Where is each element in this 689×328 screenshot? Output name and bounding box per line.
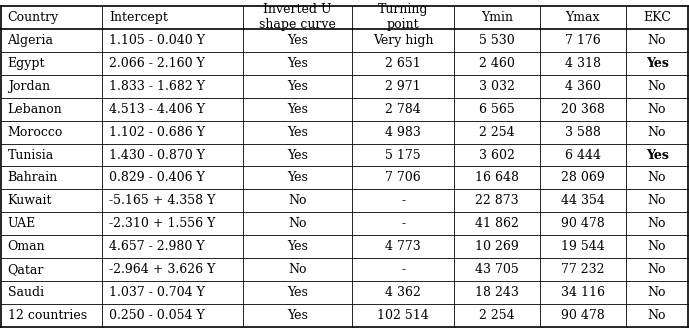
Text: Egypt: Egypt <box>8 57 45 70</box>
Text: No: No <box>648 240 666 254</box>
Text: -: - <box>401 263 405 277</box>
Text: 4 360: 4 360 <box>565 80 601 92</box>
Text: Yes: Yes <box>646 149 668 161</box>
Text: Yes: Yes <box>287 309 308 322</box>
Text: 22 873: 22 873 <box>475 195 519 207</box>
Text: -2.310 + 1.556 Y: -2.310 + 1.556 Y <box>109 217 216 231</box>
Text: UAE: UAE <box>8 217 36 231</box>
Text: 3 588: 3 588 <box>565 126 601 138</box>
Text: No: No <box>648 80 666 92</box>
Text: Inverted U
shape curve: Inverted U shape curve <box>259 3 336 31</box>
Text: 10 269: 10 269 <box>475 240 519 254</box>
Text: 2.066 - 2.160 Y: 2.066 - 2.160 Y <box>109 57 205 70</box>
Text: 90 478: 90 478 <box>561 309 605 322</box>
Text: 4.513 - 4.406 Y: 4.513 - 4.406 Y <box>109 103 205 115</box>
Text: -2.964 + 3.626 Y: -2.964 + 3.626 Y <box>109 263 216 277</box>
Text: 7 176: 7 176 <box>565 34 601 47</box>
Text: Yes: Yes <box>287 126 308 138</box>
Text: No: No <box>648 309 666 322</box>
Text: Intercept: Intercept <box>109 11 168 24</box>
Text: 3 602: 3 602 <box>479 149 515 161</box>
Text: 4 983: 4 983 <box>385 126 421 138</box>
Text: Kuwait: Kuwait <box>8 195 52 207</box>
Text: Algeria: Algeria <box>8 34 54 47</box>
Text: 2 460: 2 460 <box>479 57 515 70</box>
Text: No: No <box>648 195 666 207</box>
Text: 4.657 - 2.980 Y: 4.657 - 2.980 Y <box>109 240 205 254</box>
Text: 20 368: 20 368 <box>561 103 605 115</box>
Text: Qatar: Qatar <box>8 263 44 277</box>
Text: 5 175: 5 175 <box>385 149 421 161</box>
Text: 1.430 - 0.870 Y: 1.430 - 0.870 Y <box>109 149 205 161</box>
Text: No: No <box>289 263 307 277</box>
Text: No: No <box>648 34 666 47</box>
Text: 2 254: 2 254 <box>479 126 515 138</box>
Text: EKC: EKC <box>643 11 671 24</box>
Text: Yes: Yes <box>287 34 308 47</box>
Text: 16 648: 16 648 <box>475 172 519 184</box>
Text: Yes: Yes <box>287 103 308 115</box>
Text: Yes: Yes <box>287 57 308 70</box>
Text: 12 countries: 12 countries <box>8 309 87 322</box>
Text: 2 254: 2 254 <box>479 309 515 322</box>
Text: Turning
point: Turning point <box>378 3 429 31</box>
Text: 90 478: 90 478 <box>561 217 605 231</box>
Text: Morocco: Morocco <box>8 126 63 138</box>
Text: 4 773: 4 773 <box>385 240 421 254</box>
Text: Country: Country <box>8 11 59 24</box>
Text: 7 706: 7 706 <box>385 172 421 184</box>
Text: 1.037 - 0.704 Y: 1.037 - 0.704 Y <box>109 286 205 299</box>
Text: 6 444: 6 444 <box>565 149 601 161</box>
Text: 34 116: 34 116 <box>561 286 605 299</box>
Text: No: No <box>648 286 666 299</box>
Text: 77 232: 77 232 <box>561 263 604 277</box>
Text: 5 530: 5 530 <box>479 34 515 47</box>
Text: 2 784: 2 784 <box>385 103 421 115</box>
Text: 0.250 - 0.054 Y: 0.250 - 0.054 Y <box>109 309 205 322</box>
Text: No: No <box>648 217 666 231</box>
Text: Oman: Oman <box>8 240 45 254</box>
Text: 41 862: 41 862 <box>475 217 519 231</box>
Text: 2 971: 2 971 <box>385 80 421 92</box>
Text: 4 362: 4 362 <box>385 286 421 299</box>
Text: Yes: Yes <box>287 286 308 299</box>
Text: Yes: Yes <box>287 80 308 92</box>
Text: Jordan: Jordan <box>8 80 50 92</box>
Text: Yes: Yes <box>287 149 308 161</box>
Text: Tunisia: Tunisia <box>8 149 54 161</box>
Text: -: - <box>401 217 405 231</box>
Text: Yes: Yes <box>287 172 308 184</box>
Text: Very high: Very high <box>373 34 433 47</box>
Text: 44 354: 44 354 <box>561 195 605 207</box>
Text: No: No <box>648 172 666 184</box>
Text: -: - <box>401 195 405 207</box>
Text: 102 514: 102 514 <box>378 309 429 322</box>
Text: Ymax: Ymax <box>566 11 600 24</box>
Text: 3 032: 3 032 <box>479 80 515 92</box>
Text: Lebanon: Lebanon <box>8 103 62 115</box>
Text: 4 318: 4 318 <box>565 57 601 70</box>
Text: 6 565: 6 565 <box>479 103 515 115</box>
Text: No: No <box>648 103 666 115</box>
Text: -5.165 + 4.358 Y: -5.165 + 4.358 Y <box>109 195 216 207</box>
Text: Yes: Yes <box>287 240 308 254</box>
Text: 19 544: 19 544 <box>561 240 605 254</box>
Text: Yes: Yes <box>646 57 668 70</box>
Text: 1.833 - 1.682 Y: 1.833 - 1.682 Y <box>109 80 205 92</box>
Text: Saudi: Saudi <box>8 286 43 299</box>
Text: 28 069: 28 069 <box>561 172 605 184</box>
Text: No: No <box>289 195 307 207</box>
Text: 43 705: 43 705 <box>475 263 519 277</box>
Text: No: No <box>648 126 666 138</box>
Text: 1.102 - 0.686 Y: 1.102 - 0.686 Y <box>109 126 205 138</box>
Text: 0.829 - 0.406 Y: 0.829 - 0.406 Y <box>109 172 205 184</box>
Text: No: No <box>648 263 666 277</box>
Text: No: No <box>289 217 307 231</box>
Text: 18 243: 18 243 <box>475 286 519 299</box>
Text: 2 651: 2 651 <box>385 57 421 70</box>
Text: Ymin: Ymin <box>481 11 513 24</box>
Text: Bahrain: Bahrain <box>8 172 58 184</box>
Text: 1.105 - 0.040 Y: 1.105 - 0.040 Y <box>109 34 205 47</box>
